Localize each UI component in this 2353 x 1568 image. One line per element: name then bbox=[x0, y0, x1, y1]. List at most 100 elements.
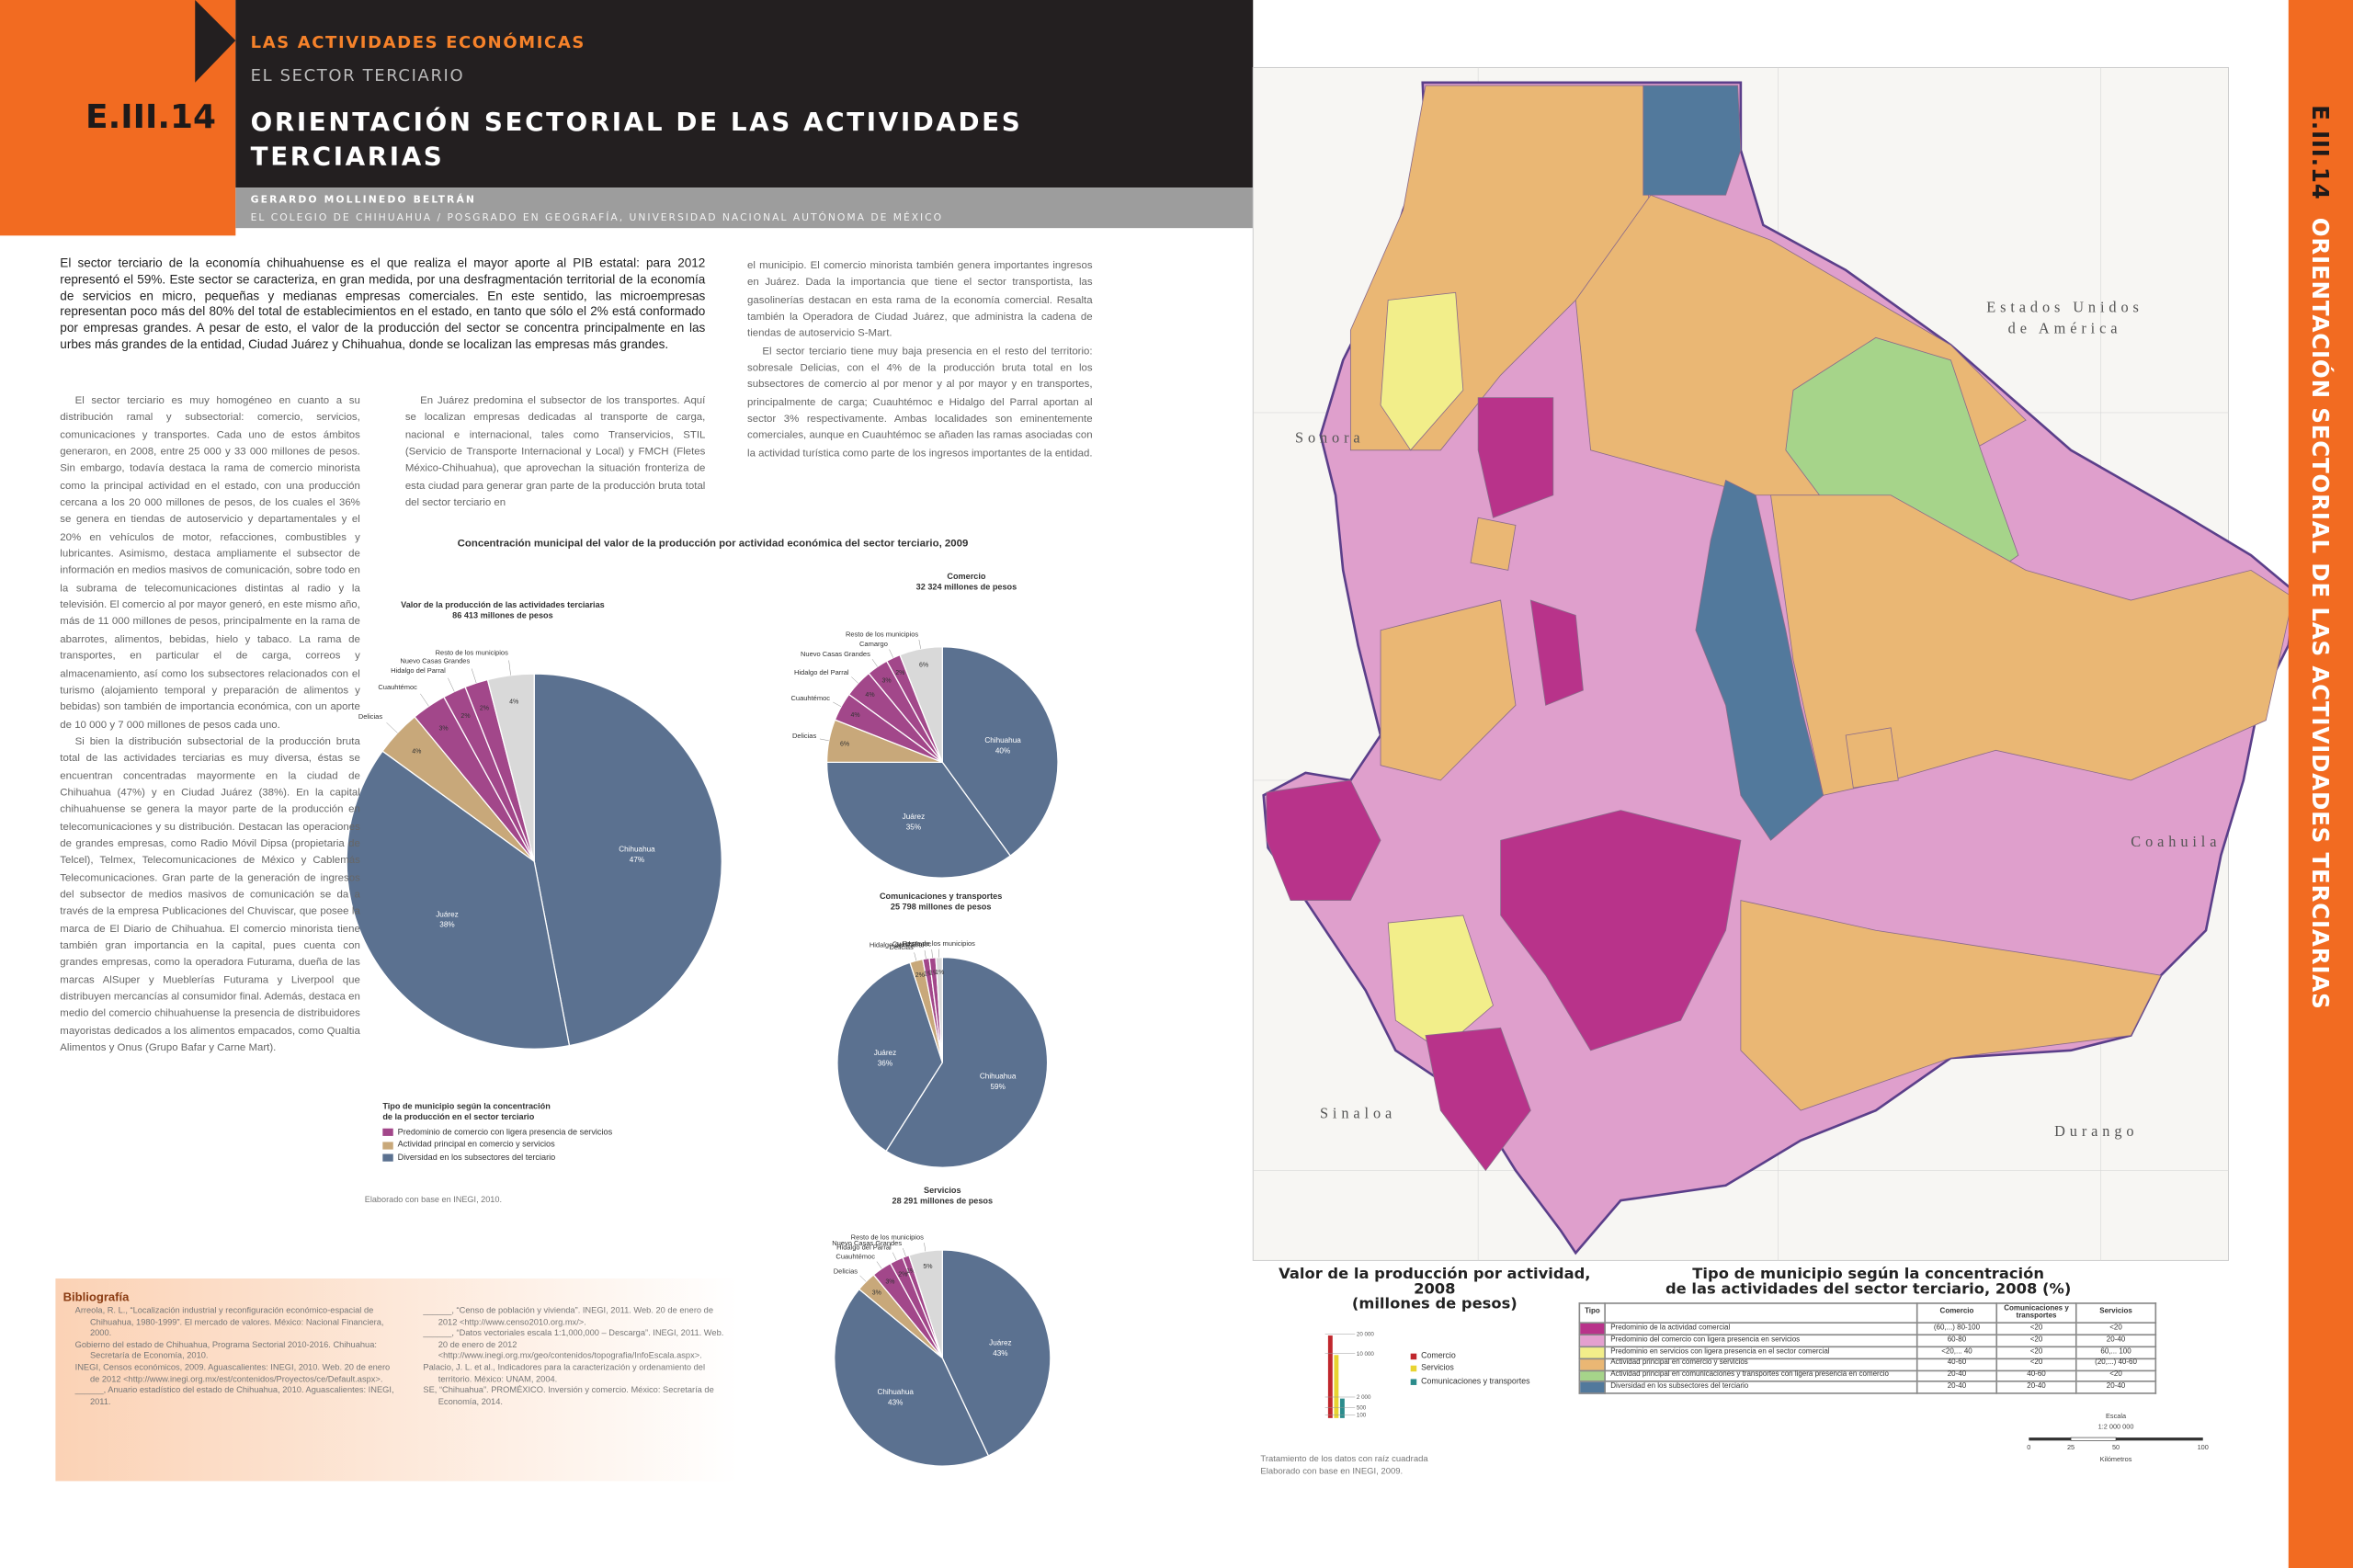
pie-subtitle: 32 324 millones de pesos bbox=[916, 583, 1017, 592]
legend-swatch bbox=[1410, 1353, 1417, 1360]
slice-name: Cuauhtémoc bbox=[790, 694, 830, 702]
table-cell: <20,... 40 bbox=[1915, 1346, 1998, 1359]
type-swatch bbox=[1578, 1358, 1607, 1371]
author-band bbox=[235, 187, 1254, 229]
legend-swatch bbox=[382, 1153, 393, 1162]
leader-line bbox=[892, 1252, 897, 1261]
slice-value: 3% bbox=[439, 725, 449, 732]
type-label: Actividad principal en comunicaciones y … bbox=[1604, 1369, 1918, 1383]
paragraph: el municipio. El comercio minorista tamb… bbox=[747, 261, 1093, 340]
paragraph: Si bien la distribución subsectorial de … bbox=[60, 736, 360, 1054]
author: GERARDO MOLLINEDO BELTRÁN bbox=[250, 193, 477, 206]
table-cell: <20 bbox=[1995, 1322, 2077, 1336]
legend-item: Comercio bbox=[1410, 1352, 1530, 1361]
leader-line bbox=[903, 1248, 906, 1257]
legend-swatch bbox=[382, 1128, 393, 1136]
title-line: (millones de pesos) bbox=[1351, 1296, 1518, 1313]
bibliography-entry: ______, “Censo de población y vivienda”.… bbox=[423, 1307, 713, 1328]
leader-line bbox=[819, 738, 829, 742]
leader-line bbox=[889, 649, 893, 658]
legend-scale-label: 100 bbox=[1357, 1413, 1367, 1419]
pie-slice bbox=[885, 956, 1049, 1168]
legend-title: Tipo de municipio según la concentración bbox=[382, 1102, 551, 1112]
pie-slice bbox=[486, 673, 535, 862]
pie-slice bbox=[941, 646, 1059, 858]
bibliography-entry: Palacio, J. L. et al., Indicadores para … bbox=[423, 1364, 706, 1385]
arrow bbox=[195, 0, 236, 83]
slice-name: Juárez bbox=[903, 812, 925, 821]
table-cell: <20 bbox=[2075, 1322, 2157, 1336]
figure-source: Elaborado con base en INEGI, 2010. bbox=[364, 1196, 503, 1206]
title: ORIENTACIÓN SECTORIAL DE LAS ACTIVIDADES bbox=[250, 108, 1023, 139]
slice-name: Delicias bbox=[792, 732, 817, 740]
table-row: Predominio de la actividad comercial (60,… bbox=[1578, 1322, 2157, 1336]
table-cell: 40-60 bbox=[1995, 1369, 2077, 1383]
figure-legend: Tipo de municipio según la concentración… bbox=[382, 1103, 612, 1162]
figure-title: Concentración municipal del valor de la … bbox=[457, 539, 969, 550]
table-cell: (60,...) 80-100 bbox=[1915, 1322, 1998, 1336]
scale-tick-label: 0 bbox=[2027, 1443, 2030, 1451]
intro: El sector terciario de la economía chihu… bbox=[60, 255, 706, 352]
table-cell: (20,...) 40-60 bbox=[2075, 1358, 2157, 1371]
pie-slice bbox=[834, 1288, 990, 1467]
table-cell: <20 bbox=[1995, 1334, 2077, 1347]
table-header: Servicios bbox=[2075, 1302, 2157, 1324]
leader-line bbox=[859, 1275, 867, 1282]
title: TERCIARIAS bbox=[250, 142, 445, 173]
slice-value: 1% bbox=[924, 971, 933, 977]
scale-ratio: 1:2 000 000 bbox=[2097, 1422, 2134, 1430]
legend-bar bbox=[1334, 1355, 1339, 1418]
bibliography-heading: Bibliografía bbox=[63, 1290, 130, 1304]
slice-value: 2% bbox=[480, 706, 489, 712]
legend-scale-label: 20 000 bbox=[1357, 1332, 1374, 1338]
column: el municipio. El comercio minorista tamb… bbox=[747, 258, 1093, 462]
slice-name: Delicias bbox=[358, 712, 383, 721]
slice-name: Juárez bbox=[436, 910, 458, 918]
scale-title: Escala bbox=[2105, 1412, 2127, 1420]
slice-name: Nuevo Casas Grandes bbox=[832, 1239, 902, 1247]
type-swatch bbox=[1578, 1322, 1607, 1336]
slice-name: Resto de los municipios bbox=[846, 630, 918, 638]
legend-label: Actividad principal en comercio y servic… bbox=[397, 1140, 555, 1150]
map-label: Estados Unidos bbox=[1986, 299, 2143, 316]
map-label: Sonora bbox=[1295, 429, 1365, 447]
scale-tick-label: 100 bbox=[2198, 1443, 2209, 1451]
slice-name: Hidalgo del Parral bbox=[870, 941, 925, 949]
type-label: Actividad principal en comercio y servic… bbox=[1604, 1358, 1918, 1371]
table-row: Actividad principal en comercio y servic… bbox=[1578, 1358, 2157, 1371]
scale-tick-label: 25 bbox=[2067, 1443, 2075, 1451]
table-cell: 60-80 bbox=[1915, 1334, 1998, 1347]
slice-value: 6% bbox=[840, 742, 849, 748]
pie-title: Valor de la producción de las actividade… bbox=[401, 600, 605, 609]
title-line: de las actividades del sector terciario,… bbox=[1665, 1281, 2072, 1299]
subsection: EL SECTOR TERCIARIO bbox=[250, 65, 465, 86]
table-row: Predominio en servicios con ligera prese… bbox=[1578, 1346, 2157, 1359]
side-title: E.III.14 ORIENTACIÓN SECTORIAL DE LAS AC… bbox=[2306, 105, 2333, 1009]
slice-name: Chihuahua bbox=[877, 1388, 914, 1396]
leader-line bbox=[508, 660, 511, 676]
leader-line bbox=[851, 676, 858, 684]
slice-value: 5% bbox=[923, 1264, 932, 1270]
slice-name: Delicias bbox=[889, 943, 914, 951]
table-header-spacer bbox=[1604, 1302, 1918, 1324]
legend-item: Actividad principal en comercio y servic… bbox=[382, 1141, 612, 1150]
legend-swatch bbox=[382, 1141, 393, 1149]
pie-slice bbox=[533, 673, 722, 1047]
bibliography: Bibliografía Arreola, R. L., “Localizaci… bbox=[55, 1278, 739, 1482]
leader-line bbox=[931, 949, 933, 959]
value-legend-title: Valor de la producción por actividad, 20… bbox=[1268, 1266, 1601, 1313]
paragraph: El sector terciario es muy homogéneo en … bbox=[60, 396, 360, 731]
scale-tick-label: 50 bbox=[2112, 1443, 2120, 1451]
type-swatch bbox=[1578, 1369, 1607, 1383]
map: Sonora Estados Unidos de América Coahuil… bbox=[1252, 66, 2298, 1261]
pie-subtitle: 86 413 millones de pesos bbox=[452, 611, 553, 620]
column: En Juárez predomina el subsector de los … bbox=[405, 393, 706, 513]
slice-name: Hidalgo del Parral bbox=[391, 666, 446, 675]
leader-line bbox=[386, 722, 398, 733]
type-label: Predominio de la actividad comercial bbox=[1604, 1322, 1918, 1336]
note: Tratamiento de los datos con raíz cuadra… bbox=[1260, 1455, 1428, 1465]
title-line: Valor de la producción por actividad, 20… bbox=[1279, 1266, 1591, 1299]
type-table: Tipo Comercio Comunicaciones y transportes… bbox=[1578, 1302, 2157, 1394]
